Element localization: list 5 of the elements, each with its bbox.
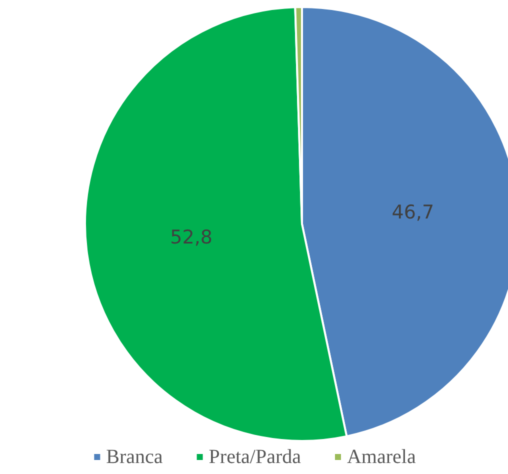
legend-label: Branca [106, 446, 163, 468]
legend-label: Amarela [346, 446, 416, 468]
data-label: 46,7 [392, 201, 434, 224]
data-label: 52,8 [170, 226, 212, 248]
legend-label: Preta/Parda [208, 446, 302, 468]
